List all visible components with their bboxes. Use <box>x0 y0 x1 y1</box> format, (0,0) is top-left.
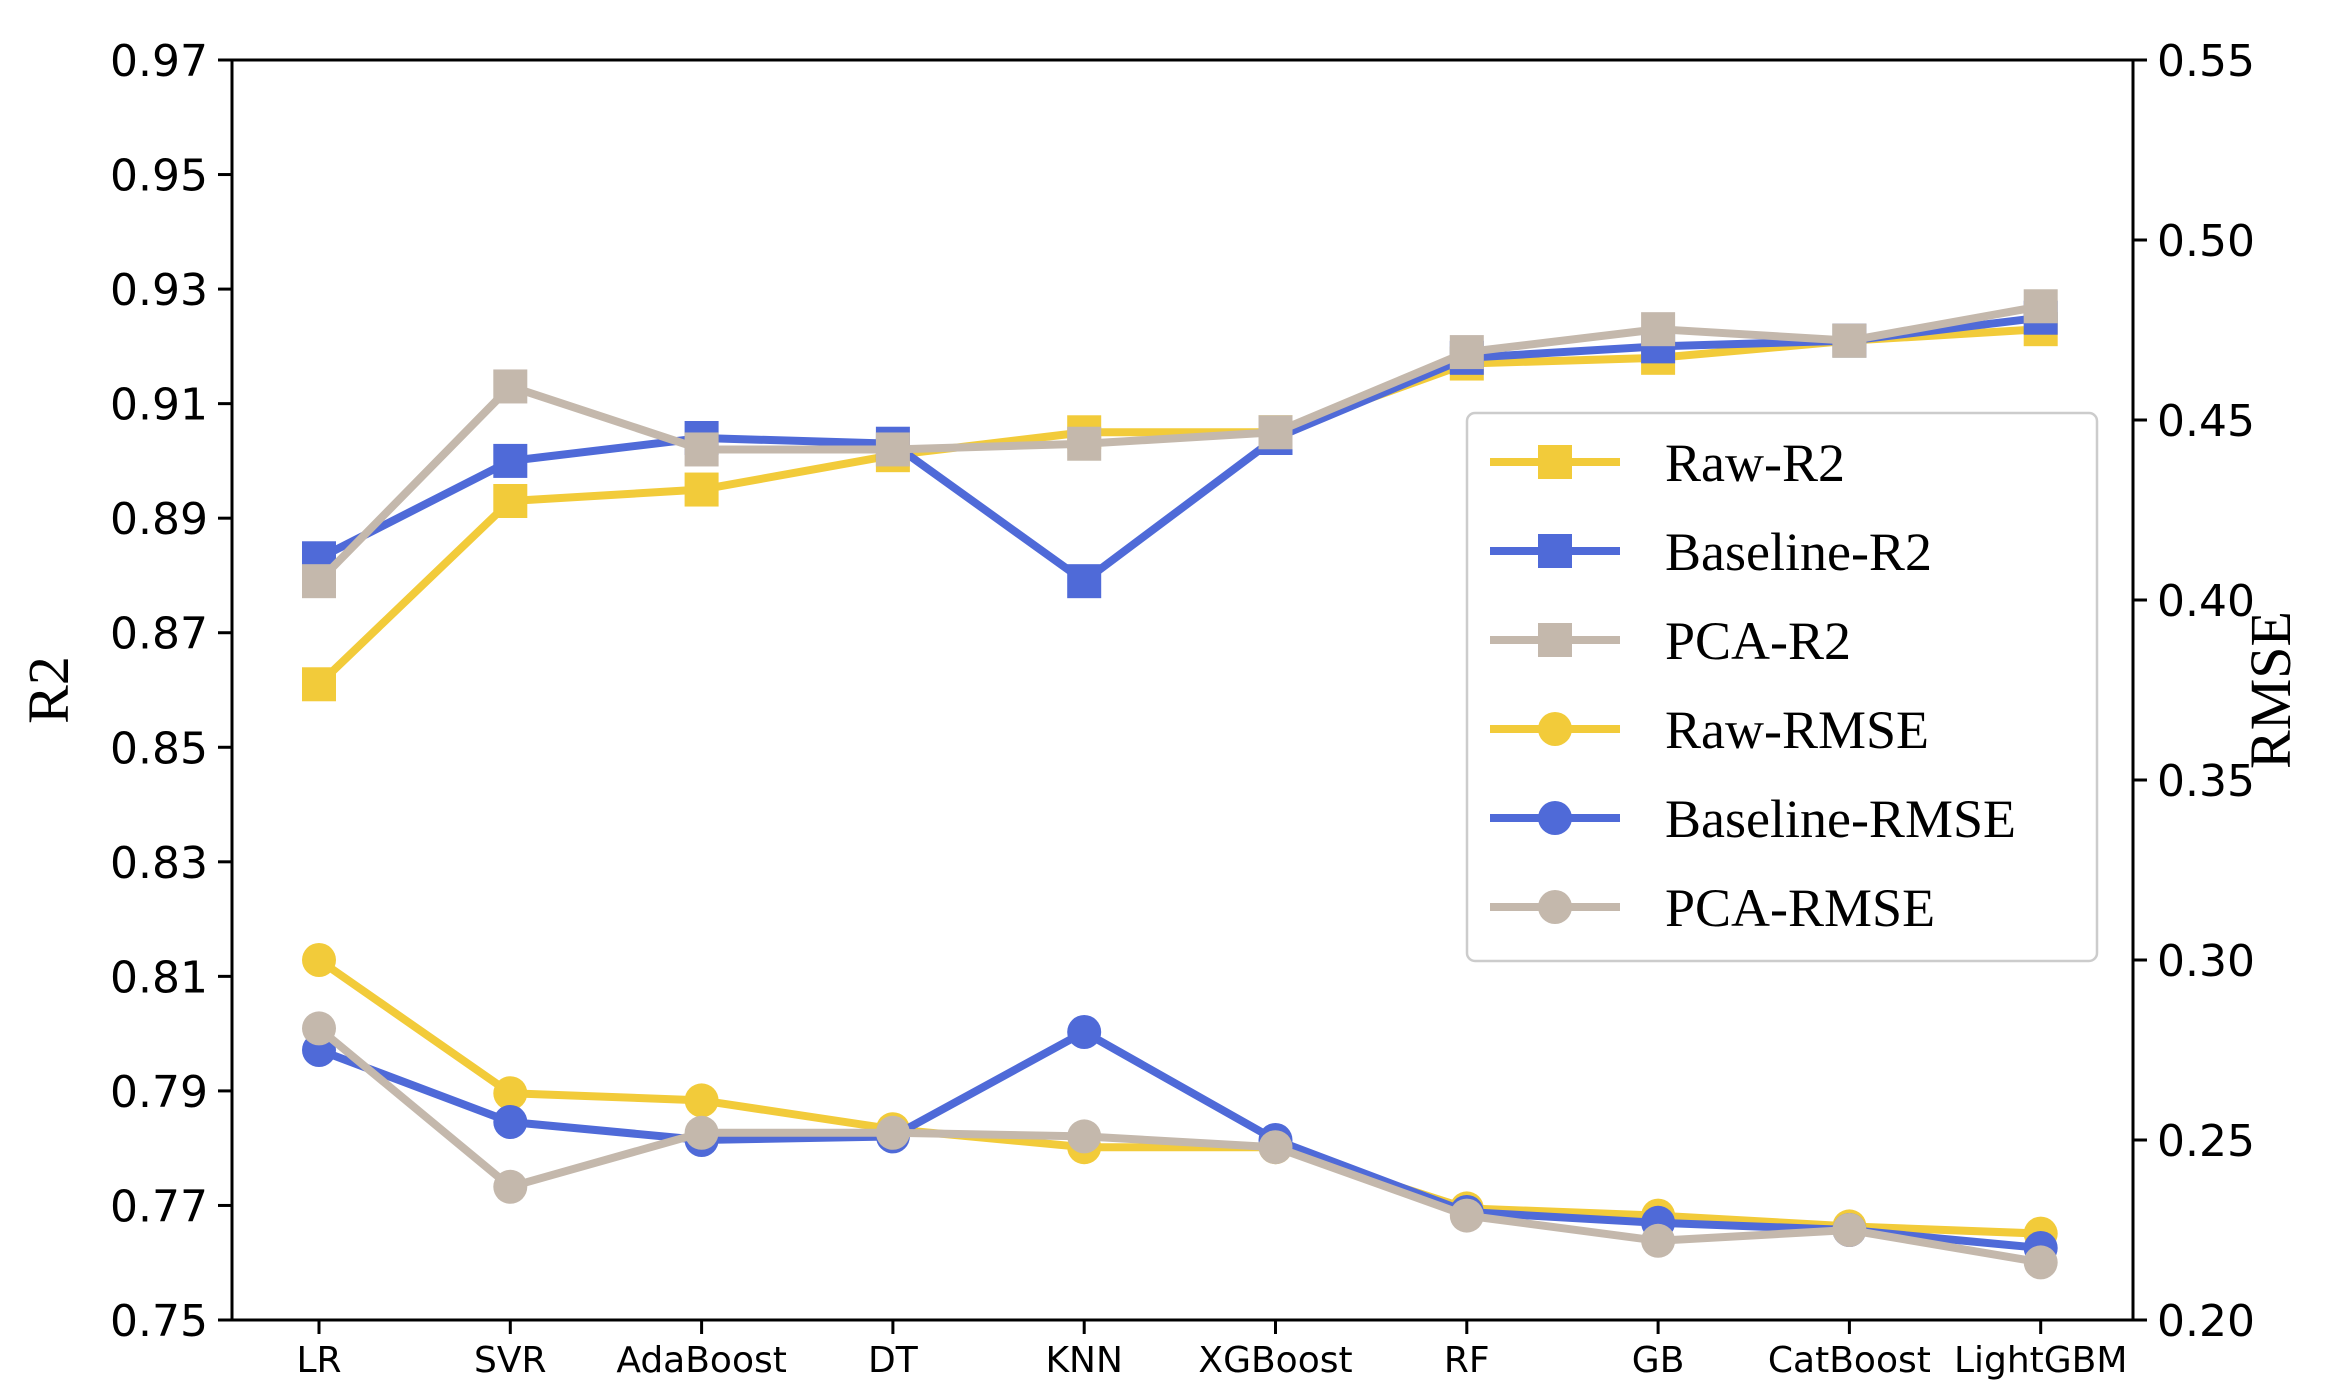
point-baseline-r2 <box>493 443 528 478</box>
point-pca-rmse <box>1258 1130 1293 1165</box>
point-pca-rmse <box>1067 1119 1102 1154</box>
y-left-tick-label: 0.93 <box>110 265 208 316</box>
y-right-title: RMSE <box>2238 611 2303 769</box>
series-raw-rmse <box>302 943 2058 1251</box>
point-raw-rmse <box>493 1076 528 1111</box>
y-right-tick-label: 0.25 <box>2157 1116 2255 1167</box>
point-pca-r2 <box>493 369 528 404</box>
x-tick-label-svr: SVR <box>474 1340 547 1381</box>
series-line-raw-rmse <box>316 956 2041 1238</box>
legend-label-pca-r2: PCA-R2 <box>1665 611 1851 671</box>
point-raw-rmse <box>302 943 336 977</box>
legend-label-baseline-r2: Baseline-R2 <box>1665 522 1932 582</box>
x-tick-label-gb: GB <box>1632 1340 1685 1381</box>
point-pca-r2 <box>684 432 719 467</box>
legend-label-pca-rmse: PCA-RMSE <box>1665 878 1935 938</box>
y-right-tick-label: 0.35 <box>2157 756 2255 807</box>
y-left-tick-label: 0.79 <box>110 1067 208 1118</box>
legend-marker-baseline-rmse <box>1538 801 1572 835</box>
legend-label-raw-r2: Raw-R2 <box>1665 433 1845 493</box>
y-right-tick-label: 0.20 <box>2157 1296 2255 1347</box>
series-pca-r2 <box>302 289 2058 599</box>
y-left-tick-label: 0.97 <box>110 36 208 87</box>
point-pca-rmse <box>1449 1198 1484 1233</box>
point-pca-r2 <box>2023 289 2058 324</box>
point-pca-rmse <box>1832 1213 1867 1247</box>
point-pca-rmse <box>493 1169 528 1204</box>
y-right-tick-label: 0.45 <box>2157 396 2255 447</box>
axes-layer <box>230 58 2135 1322</box>
series-line-pca-r2 <box>316 302 2042 584</box>
y-left-tick-label: 0.89 <box>110 494 208 545</box>
point-pca-r2 <box>1258 415 1293 450</box>
point-pca-r2 <box>1832 323 1867 358</box>
point-raw-r2 <box>684 472 719 507</box>
plot-frame <box>230 58 2135 1322</box>
x-tick-label-rf: RF <box>1444 1340 1490 1381</box>
y-right-tick-label: 0.30 <box>2157 936 2255 987</box>
y-left-tick-label: 0.95 <box>110 151 208 202</box>
legend-marker-pca-r2 <box>1538 623 1572 657</box>
x-tick-label-dt: DT <box>868 1340 919 1381</box>
series-line-baseline-rmse <box>317 1028 2042 1252</box>
series-line-raw-r2 <box>316 325 2041 688</box>
series-layer <box>302 289 2058 1280</box>
x-tick-label-lightgbm: LightGBM <box>1954 1340 2128 1381</box>
point-baseline-rmse <box>493 1105 528 1139</box>
y-left-tick-label: 0.75 <box>110 1296 208 1347</box>
point-pca-r2 <box>1067 426 1102 461</box>
x-tick-label-knn: KNN <box>1045 1340 1122 1381</box>
legend-marker-raw-r2 <box>1538 445 1572 479</box>
legend-marker-baseline-r2 <box>1538 534 1572 568</box>
point-pca-rmse <box>302 1011 336 1046</box>
point-pca-r2 <box>1641 312 1676 347</box>
point-pca-rmse <box>875 1115 910 1150</box>
y-left-tick-label: 0.83 <box>110 838 208 889</box>
ticks-layer: 0.75 0.77 0.79 0.81 0.83 0.85 0.87 0.89 0.91 0.93… <box>110 36 2255 1381</box>
x-tick-label-adaboost: AdaBoost <box>616 1340 787 1381</box>
y-left-tick-label: 0.81 <box>110 952 208 1003</box>
point-pca-rmse <box>1641 1223 1676 1258</box>
series-line-baseline-r2 <box>317 313 2042 586</box>
legend: Raw-R2 Baseline-R2 PCA-R2 Raw-RMSE Baseline-… <box>1465 411 2099 963</box>
x-tick-label-catboost: CatBoost <box>1768 1340 1931 1381</box>
legend-marker-raw-rmse <box>1538 712 1572 746</box>
point-pca-rmse <box>684 1115 719 1150</box>
point-pca-r2 <box>302 564 336 599</box>
point-baseline-rmse <box>1067 1015 1102 1049</box>
y-right-tick-label: 0.55 <box>2157 36 2255 87</box>
legend-label-baseline-rmse: Baseline-RMSE <box>1665 789 2016 849</box>
y-left-title: R2 <box>16 656 81 724</box>
legend-label-raw-rmse: Raw-RMSE <box>1665 700 1929 760</box>
y-left-tick-label: 0.85 <box>110 723 208 774</box>
y-left-tick-label: 0.91 <box>110 380 208 431</box>
point-raw-r2 <box>493 484 528 518</box>
point-raw-rmse <box>684 1083 719 1118</box>
point-raw-r2 <box>302 667 336 702</box>
series-line-pca-rmse <box>316 1025 2042 1267</box>
point-pca-rmse <box>2023 1245 2058 1280</box>
point-baseline-r2 <box>1067 564 1102 599</box>
legend-box <box>1465 411 2099 963</box>
x-tick-label-xgboost: XGBoost <box>1198 1340 1352 1381</box>
point-pca-r2 <box>875 432 910 467</box>
x-tick-label-lr: LR <box>296 1340 341 1381</box>
y-right-tick-label: 0.50 <box>2157 216 2255 267</box>
legend-marker-pca-rmse <box>1538 890 1572 924</box>
y-left-tick-label: 0.77 <box>110 1181 208 1232</box>
point-pca-r2 <box>1449 335 1484 370</box>
series-pca-rmse <box>302 1011 2058 1280</box>
y-left-tick-label: 0.87 <box>110 609 208 660</box>
y-right-tick-label: 0.40 <box>2157 576 2255 627</box>
